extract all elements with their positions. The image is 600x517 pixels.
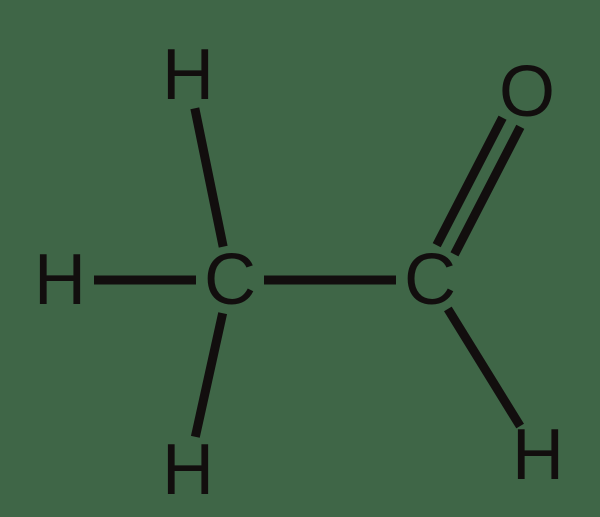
atom-c2: C <box>404 244 456 316</box>
atom-c1: C <box>204 244 256 316</box>
atom-o: O <box>499 56 555 128</box>
atom-h-left: H <box>34 244 86 316</box>
atom-h-aldehyde: H <box>512 419 564 491</box>
atom-h-top: H <box>162 39 214 111</box>
atom-h-bottom: H <box>162 434 214 506</box>
